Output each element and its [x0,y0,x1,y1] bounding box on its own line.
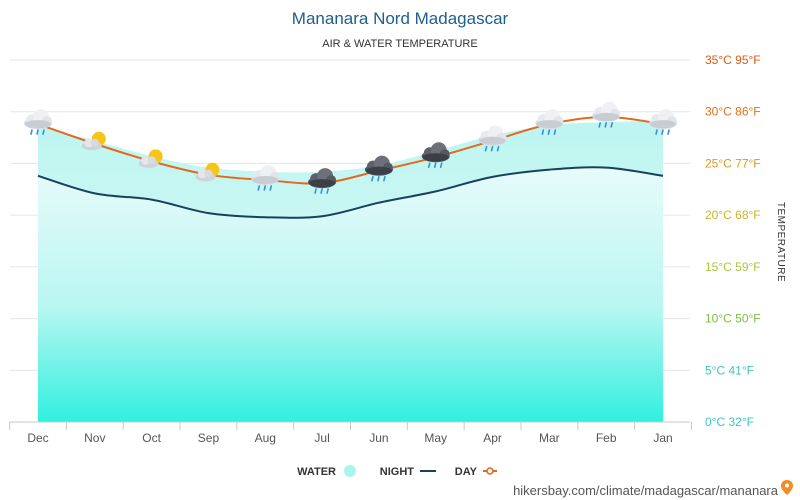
night-series [37,166,664,219]
legend-item-water[interactable]: WATER [297,465,356,478]
legend-night-label: NIGHT [380,466,415,478]
water-area [38,167,663,422]
legend-item-night[interactable]: NIGHT [380,466,436,478]
y-tick-label: 30°C 86°F [705,105,761,119]
x-tick-label: Jan [653,431,672,445]
y-tick-label: 20°C 68°F [705,208,761,222]
legend-water-swatch-icon [344,465,356,477]
legend-item-day[interactable]: DAY [455,466,497,478]
y-axis-label: TEMPERATURE [775,202,786,282]
source-url[interactable]: hikersbay.com/climate/madagascar/mananar… [513,483,779,498]
y-tick-label: 35°C 95°F [705,53,761,67]
x-tick-label: Jul [314,431,329,445]
x-axis: Jan Feb Mar Apr May Jun Jul Aug Sep Oct Nov Dec [9,421,692,445]
x-tick-label: Jun [369,431,388,445]
x-tick-label: Dec [27,431,48,445]
x-tick-label: Apr [483,431,502,445]
legend-day-label: DAY [455,466,478,478]
source-link[interactable]: hikersbay.com/climate/madagascar/mananar… [513,480,793,498]
x-tick-label: Aug [255,431,276,445]
x-tick-label: Mar [539,431,560,445]
legend-day-marker-icon [486,467,494,475]
x-tick-label: Sep [198,431,220,445]
y-tick-label: 0°C 32°F [705,415,754,429]
y-tick-label: 25°C 77°F [705,156,761,170]
x-tick-label: Nov [84,431,105,445]
chart-subtitle: AIR & WATER TEMPERATURE [322,38,477,50]
legend: DAY NIGHT WATER [297,465,497,478]
water-series [38,121,663,422]
legend-water-label: WATER [297,466,336,478]
x-tick-label: Oct [142,431,161,445]
y-tick-label: 15°C 59°F [705,260,761,274]
x-tick-label: Feb [596,431,617,445]
y-axis: 0°C 32°F 5°C 41°F 10°C 50°F 15°C 59°F 20°C 6… [705,53,761,429]
y-tick-label: 5°C 41°F [705,363,754,377]
night-line [37,166,664,219]
chart-title: Mananara Nord Madagascar [292,9,509,28]
location-pin-icon [781,480,793,495]
x-tick-label: May [424,431,447,445]
y-tick-label: 10°C 50°F [705,312,761,326]
